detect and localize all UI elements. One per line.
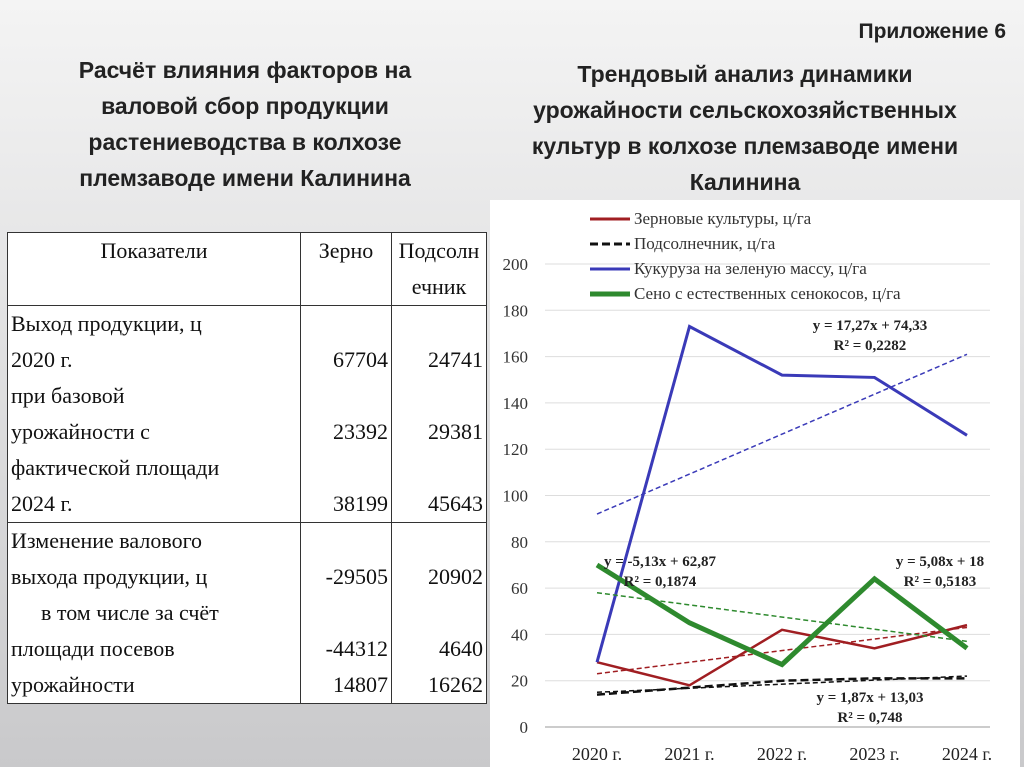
y-tick-label: 140: [503, 394, 529, 413]
spacer: [304, 450, 388, 486]
y-tick-label: 0: [520, 718, 529, 737]
y-tick-label: 160: [503, 348, 529, 367]
x-tick-label: 2024 г.: [942, 744, 992, 764]
value-cell: 24741 29381 45643: [391, 305, 487, 523]
grain-value: 38199: [333, 491, 388, 516]
spacer: [395, 378, 483, 414]
trend-line: [596, 353, 968, 515]
spacer: [395, 595, 483, 631]
appendix: Приложение 6: [858, 20, 1006, 43]
trend-equation: y = 1,87x + 13,03: [816, 690, 923, 706]
series-line: [595, 324, 968, 663]
label-line: Изменение валового: [11, 528, 203, 553]
label-line: Выход продукции, ц: [11, 311, 202, 336]
y-tick-label: 120: [503, 440, 529, 459]
y-tick-label: 200: [503, 255, 529, 274]
spacer: [304, 378, 388, 414]
sunflower-value: 45643: [428, 491, 483, 516]
grain-value: 67704: [333, 347, 388, 372]
legend-label: Зерновые культуры, ц/га: [634, 209, 812, 228]
sunflower-value: 29381: [428, 419, 483, 444]
label-line: площади посевов: [11, 636, 175, 661]
label-line: 2024 г.: [11, 491, 73, 516]
header-row: Показатели Зерно Подсолнечник: [7, 232, 487, 306]
grain-value: 14807: [333, 672, 388, 697]
spacer: [304, 523, 388, 559]
legend-label: Подсолнечник, ц/га: [634, 234, 776, 253]
spacer: [395, 306, 483, 342]
trend-line: [596, 626, 968, 675]
trend-r2: R² = 0,5183: [904, 574, 977, 590]
trend-r2: R² = 0,2282: [834, 338, 907, 354]
trend-line: [596, 675, 968, 694]
table: Показатели Зерно Подсолнечник Выход продукц…: [7, 232, 487, 704]
x-tick-label: 2022 г.: [757, 744, 807, 764]
x-tick-label: 2023 г.: [849, 744, 899, 764]
trend-r2: R² = 0,1874: [624, 574, 697, 590]
y-tick-label: 100: [503, 487, 529, 506]
trend-equation: y = 17,27x + 74,33: [813, 318, 928, 334]
chart-bg: [490, 200, 1020, 767]
sunflower-value: 16262: [428, 672, 483, 697]
label-line: 2020 г.: [11, 347, 73, 372]
series-line: [596, 677, 967, 696]
y-tick-label: 60: [511, 579, 528, 598]
spacer: [304, 306, 388, 342]
x-tick-label: 2020 г.: [572, 744, 622, 764]
grain-value: -29505: [325, 564, 388, 589]
right-title: Трендовый анализ динамики урожайности се…: [531, 61, 959, 195]
grain-value: -44312: [325, 636, 388, 661]
chart: 0 20 40 60 80 100 120 140 160 180 200 2020 г. 2021 г…: [490, 200, 1020, 767]
y-tick-label: 80: [511, 533, 528, 552]
spacer: [395, 523, 483, 559]
left-title: Расчёт влияния факторов на валовой сбор …: [78, 57, 412, 191]
series-line: [596, 623, 968, 687]
value-cell: 20902 4640 16262: [391, 522, 487, 704]
legend-label: Кукуруза на зеленую массу, ц/га: [634, 259, 867, 278]
group-row: Выход продукции, ц 2020 г. при базовой урож…: [7, 305, 487, 523]
sunflower-value: 24741: [428, 347, 483, 372]
legend-label: Сено с естественных сенокосов, ц/га: [634, 284, 901, 303]
header-cell: Показатели: [7, 232, 301, 306]
y-tick-label: 20: [511, 672, 528, 691]
sunflower-value: 20902: [428, 564, 483, 589]
header-cell: Зерно: [300, 232, 392, 306]
spacer: [395, 450, 483, 486]
header-cell: Подсолнечник: [391, 232, 487, 306]
label-cell: Изменение валового выхода продукции, ц в т…: [7, 522, 301, 704]
y-tick-label: 180: [503, 301, 529, 320]
trend-equation: y = 5,08x + 18: [896, 554, 984, 570]
y-tick-label: 40: [511, 625, 528, 644]
label-line: фактической площади: [11, 455, 220, 480]
sunflower-value: 4640: [439, 636, 483, 661]
label-line: урожайности с: [11, 419, 150, 444]
label-line: при базовой: [11, 383, 125, 408]
grain-value: 23392: [333, 419, 388, 444]
trend-line: [596, 591, 968, 643]
value-cell: -29505 -44312 14807: [300, 522, 392, 704]
label-cell: Выход продукции, ц 2020 г. при базовой урож…: [7, 305, 301, 523]
label-line: в том числе за счёт: [41, 600, 219, 625]
x-tick-label: 2021 г.: [664, 744, 714, 764]
spacer: [304, 595, 388, 631]
label-line: выхода продукции, ц: [11, 564, 208, 589]
group-row: Изменение валового выхода продукции, ц в т…: [7, 522, 487, 704]
trend-equation: y = -5,13x + 62,87: [604, 554, 717, 570]
series-line: [595, 562, 969, 668]
value-cell: 67704 23392 38199: [300, 305, 392, 523]
label-line: урожайности: [11, 672, 135, 697]
trend-r2: R² = 0,748: [837, 710, 902, 726]
